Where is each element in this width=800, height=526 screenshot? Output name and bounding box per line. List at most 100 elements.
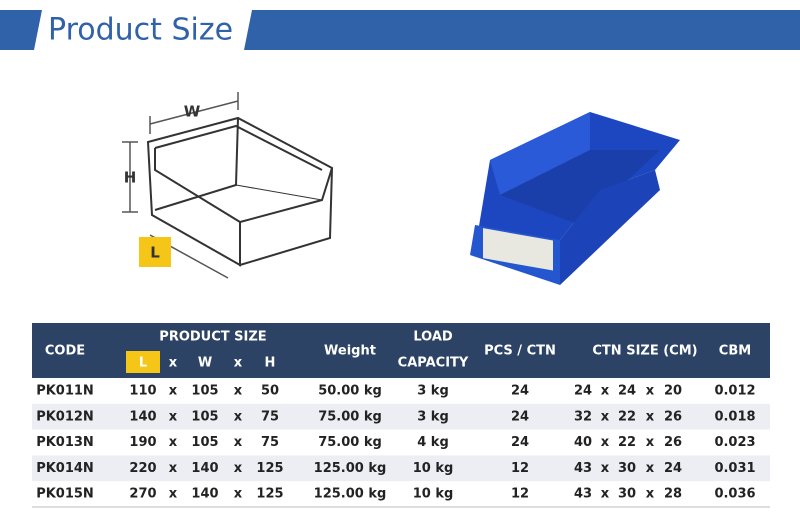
cell: 140: [129, 409, 156, 424]
cell: 28: [664, 487, 682, 502]
cell: 24: [574, 384, 592, 399]
cell: 43: [574, 461, 592, 476]
title: Product Size: [48, 13, 233, 48]
cell: 110: [129, 384, 156, 399]
cell: 0.031: [714, 461, 755, 476]
cell: 24: [511, 435, 529, 450]
cell: 0.018: [714, 409, 755, 424]
header-cell: CODE: [45, 344, 85, 359]
cell: 30: [618, 461, 636, 476]
cell: PK011N: [36, 384, 94, 399]
separator: x: [234, 435, 243, 450]
cell: 12: [511, 487, 529, 502]
cell: 125: [256, 487, 283, 502]
cell: 75.00 kg: [318, 435, 382, 450]
cell: 50.00 kg: [318, 384, 382, 399]
header-cell: W: [198, 356, 212, 371]
cell: 3 kg: [417, 409, 449, 424]
cell: 22: [618, 409, 636, 424]
separator: x: [646, 409, 655, 424]
separator: x: [601, 409, 610, 424]
header-cell: PCS / CTN: [484, 344, 556, 359]
l-highlight: [126, 351, 160, 373]
dim-l: L: [150, 244, 160, 262]
header-cell: PRODUCT SIZE: [159, 330, 266, 345]
separator: x: [234, 461, 243, 476]
cell: 0.023: [714, 435, 755, 450]
cell: 24: [511, 409, 529, 424]
separator: x: [169, 487, 178, 502]
dim-l-box: [139, 237, 171, 267]
row-band: [32, 455, 770, 482]
cell: 140: [191, 461, 218, 476]
header-cell: CTN SIZE (CM): [592, 344, 697, 359]
cell: 12: [511, 461, 529, 476]
separator: x: [234, 487, 243, 502]
cell: 190: [129, 435, 156, 450]
cell: 105: [191, 435, 218, 450]
title-box: [34, 10, 252, 50]
cell: 0.012: [714, 384, 755, 399]
header-cell: LOAD: [413, 330, 453, 345]
separator: x: [169, 461, 178, 476]
separator: x: [169, 409, 178, 424]
cell: 20: [664, 384, 682, 399]
cell: 30: [618, 487, 636, 502]
cell: 105: [191, 384, 218, 399]
separator: x: [169, 384, 178, 399]
header-cell: L: [139, 356, 147, 371]
cell: 220: [129, 461, 156, 476]
bin-drawing: [146, 116, 334, 267]
row-band: [32, 403, 770, 430]
header-cell: H: [265, 356, 276, 371]
cell: 0.036: [714, 487, 755, 502]
cell: 24: [618, 384, 636, 399]
dim-h: H: [124, 169, 137, 187]
cell: PK014N: [36, 461, 94, 476]
cell: PK013N: [36, 435, 94, 450]
separator: x: [646, 461, 655, 476]
separator: x: [601, 487, 610, 502]
separator: x: [601, 461, 610, 476]
cell: 75: [261, 409, 279, 424]
table: CODE PRODUCT SIZE L W H Weight LOAD CAPACITY PCS…: [32, 330, 770, 508]
cell: 26: [664, 435, 682, 450]
cell: 43: [574, 487, 592, 502]
cell: 75: [261, 435, 279, 450]
cell: 270: [129, 487, 156, 502]
cell: 50: [261, 384, 279, 399]
separator: x: [169, 435, 178, 450]
separator: x: [646, 384, 655, 399]
cell: 24: [511, 384, 529, 399]
header-separator: x: [234, 356, 243, 371]
cell: PK012N: [36, 409, 94, 424]
dim-w: W: [184, 103, 201, 121]
cell: 75.00 kg: [318, 409, 382, 424]
cell: 125.00 kg: [314, 461, 387, 476]
cell: 4 kg: [417, 435, 449, 450]
cell: 10 kg: [413, 461, 454, 476]
header-cell: CBM: [719, 344, 751, 359]
separator: x: [646, 435, 655, 450]
cell: 105: [191, 409, 218, 424]
separator: x: [234, 384, 243, 399]
separator: x: [646, 487, 655, 502]
separator: x: [234, 409, 243, 424]
cell: PK015N: [36, 487, 94, 502]
header-separator: x: [169, 356, 178, 371]
header-cell: Weight: [324, 344, 376, 359]
cell: 22: [618, 435, 636, 450]
cell: 32: [574, 409, 592, 424]
cell: 24: [664, 461, 682, 476]
cell: 3 kg: [417, 384, 449, 399]
blue-bin: [470, 112, 680, 285]
cell: 140: [191, 487, 218, 502]
header-cell: CAPACITY: [398, 356, 469, 371]
separator: x: [601, 384, 610, 399]
cell: 26: [664, 409, 682, 424]
cell: 10 kg: [413, 487, 454, 502]
cell: 40: [574, 435, 592, 450]
cell: 125.00 kg: [314, 487, 387, 502]
cell: 125: [256, 461, 283, 476]
